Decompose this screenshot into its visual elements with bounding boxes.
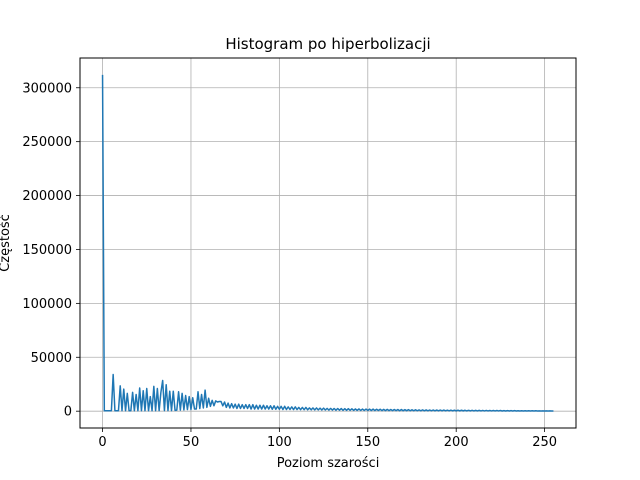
y-tick-label: 0 — [64, 405, 72, 420]
x-tick-label: 50 — [183, 435, 200, 450]
y-tick-label: 50000 — [31, 351, 72, 366]
y-axis-label: Częstość — [0, 214, 13, 272]
x-tick-label: 200 — [444, 435, 469, 450]
axes-frame — [79, 57, 577, 429]
grid — [80, 58, 576, 428]
y-tick-label: 300000 — [22, 81, 72, 96]
y-tick-label: 200000 — [22, 189, 72, 204]
y-tick-label: 150000 — [22, 243, 72, 258]
chart-title: Histogram po hiperbolizacji — [225, 35, 430, 53]
x-tick-label: 0 — [98, 435, 106, 450]
x-tick-label: 100 — [267, 435, 292, 450]
y-tick-label: 250000 — [22, 135, 72, 150]
x-tick-label: 250 — [532, 435, 557, 450]
x-axis-label: Poziom szarości — [277, 456, 380, 471]
plot-area — [101, 74, 554, 412]
x-tick-label: 150 — [355, 435, 380, 450]
histogram-line — [101, 74, 554, 412]
y-tick-label: 100000 — [22, 297, 72, 312]
axis-ticks: 0 50 100 150 200 250 0 50000 100000 150000 200000 2… — [22, 81, 557, 450]
